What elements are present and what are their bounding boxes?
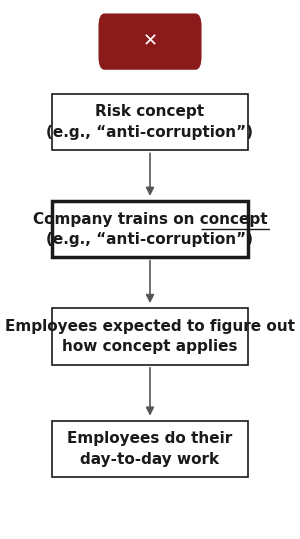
Text: Employees do their: Employees do their — [68, 431, 232, 446]
Text: ✕: ✕ — [142, 32, 158, 51]
FancyBboxPatch shape — [52, 94, 248, 150]
FancyBboxPatch shape — [52, 308, 248, 365]
Text: Risk concept: Risk concept — [95, 105, 205, 119]
Text: Employees expected to figure out: Employees expected to figure out — [5, 319, 295, 334]
Text: day-to-day work: day-to-day work — [80, 452, 220, 467]
FancyBboxPatch shape — [52, 201, 248, 258]
Text: how concept applies: how concept applies — [62, 339, 238, 354]
Text: Company trains on concept: Company trains on concept — [33, 212, 267, 226]
Text: (e.g., “anti-corruption”): (e.g., “anti-corruption”) — [46, 125, 253, 140]
Text: (e.g., “anti-corruption”): (e.g., “anti-corruption”) — [46, 232, 253, 247]
FancyBboxPatch shape — [52, 421, 248, 478]
FancyBboxPatch shape — [98, 13, 202, 70]
